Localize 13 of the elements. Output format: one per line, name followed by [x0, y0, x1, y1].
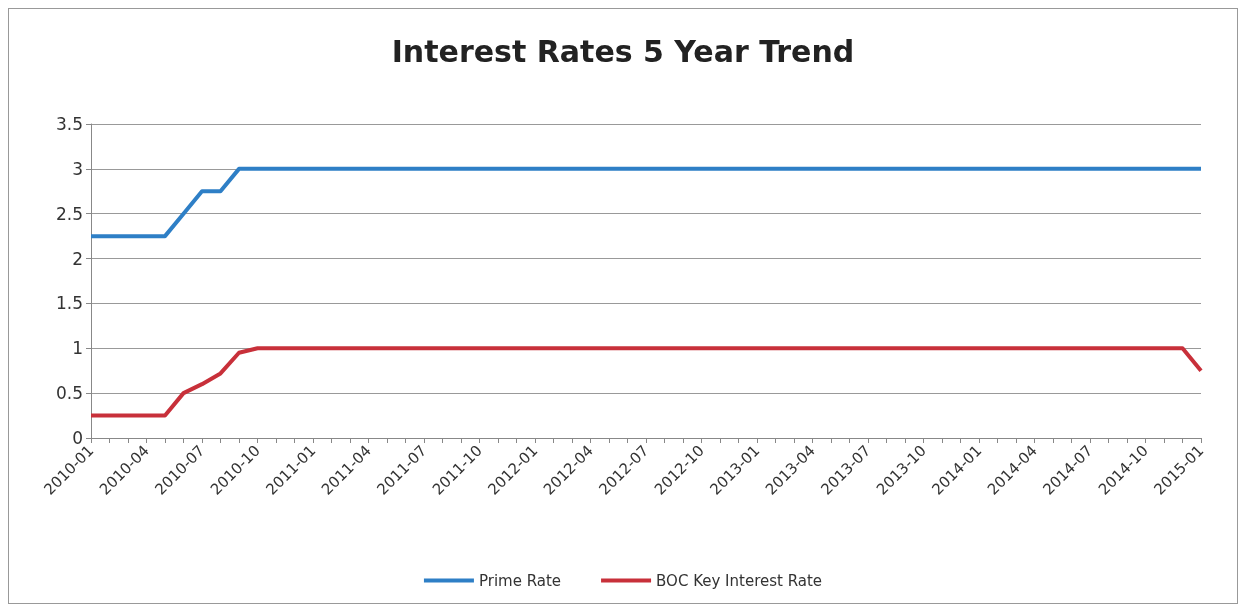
- y-tick-label: 1: [72, 338, 83, 359]
- y-tick-label: 3.5: [55, 114, 83, 134]
- y-tick-label: 1.5: [55, 293, 83, 314]
- y-tick-label: 0: [72, 428, 83, 448]
- line-series: [89, 166, 1203, 239]
- chart-title: Interest Rates 5 Year Trend: [391, 33, 855, 69]
- legend-label: Prime Rate: [478, 571, 562, 590]
- y-tick-label: 2.5: [55, 203, 83, 224]
- line-series: [89, 346, 1203, 418]
- y-tick-label: 0.5: [55, 383, 83, 404]
- y-tick-label: 2: [72, 248, 83, 269]
- y-tick-label: 3: [72, 158, 83, 179]
- legend-label: BOC Key Interest Rate: [656, 571, 823, 590]
